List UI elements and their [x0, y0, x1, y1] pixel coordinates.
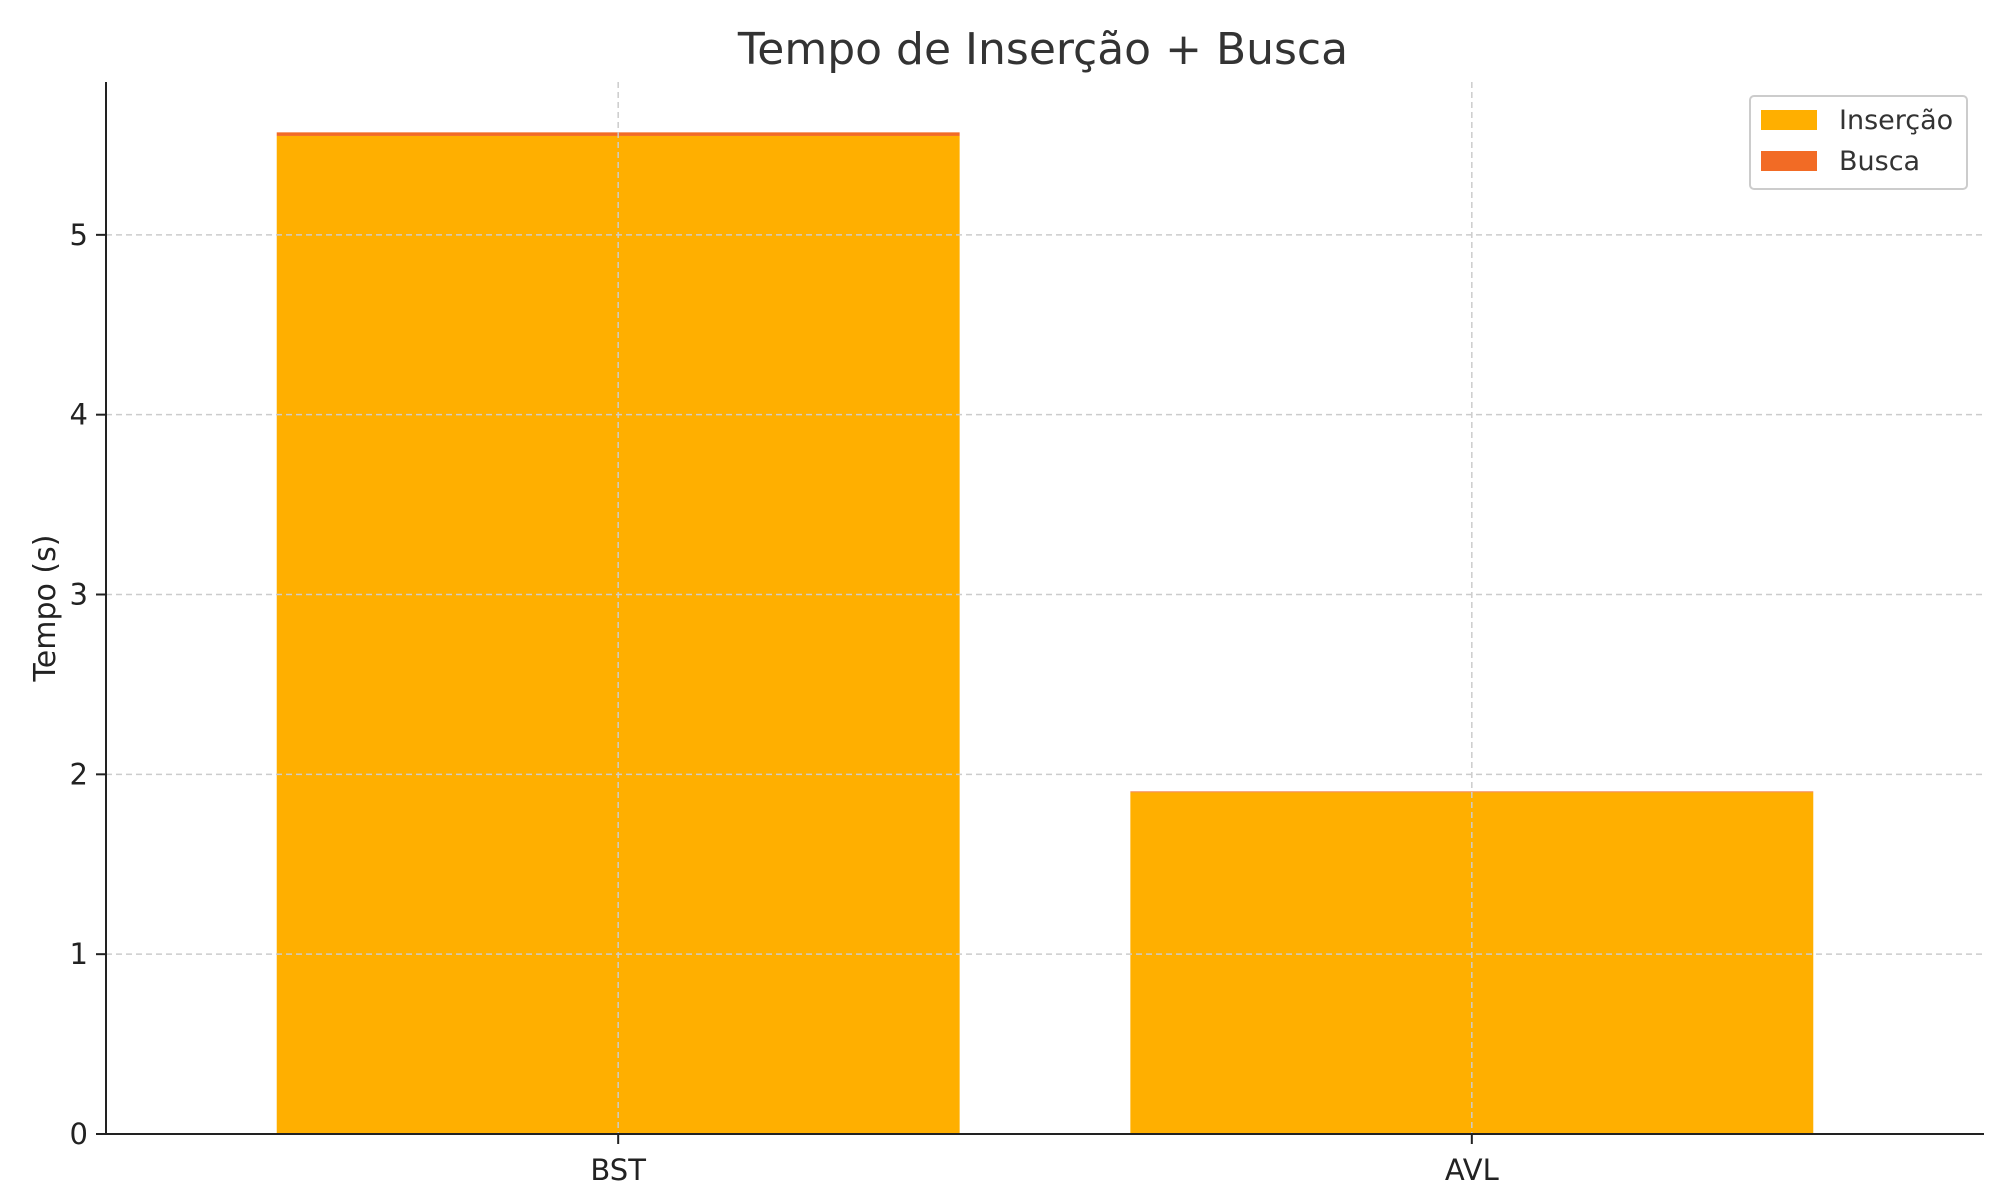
- y-tick-label-4: 4: [70, 398, 88, 432]
- axes: [105, 82, 1984, 1135]
- y-axis-label: Tempo (s): [28, 535, 63, 683]
- x-tick-label-bst: BST: [590, 1153, 646, 1187]
- y-tick-label-0: 0: [70, 1117, 88, 1151]
- y-tick-label-3: 3: [70, 578, 88, 612]
- legend-swatch-insercao: [1761, 110, 1817, 130]
- x-tick-label-avl: AVL: [1445, 1153, 1499, 1187]
- y-tick-label-2: 2: [70, 757, 88, 791]
- grid: [106, 82, 1984, 1134]
- x-ticks: BST AVL: [590, 1134, 1499, 1187]
- legend-label-busca: Busca: [1839, 146, 1920, 177]
- y-ticks: 0 1 2 3 4 5: [70, 218, 106, 1151]
- bar-avl-busca: [1130, 791, 1814, 793]
- legend: Inserção Busca: [1749, 95, 1968, 190]
- chart-title: Tempo de Inserção + Busca: [737, 24, 1348, 75]
- legend-label-insercao: Inserção: [1839, 105, 1953, 136]
- y-tick-label-5: 5: [70, 218, 88, 252]
- y-tick-label-1: 1: [70, 937, 88, 971]
- legend-swatch-busca: [1761, 151, 1817, 171]
- bars: [276, 132, 1814, 1134]
